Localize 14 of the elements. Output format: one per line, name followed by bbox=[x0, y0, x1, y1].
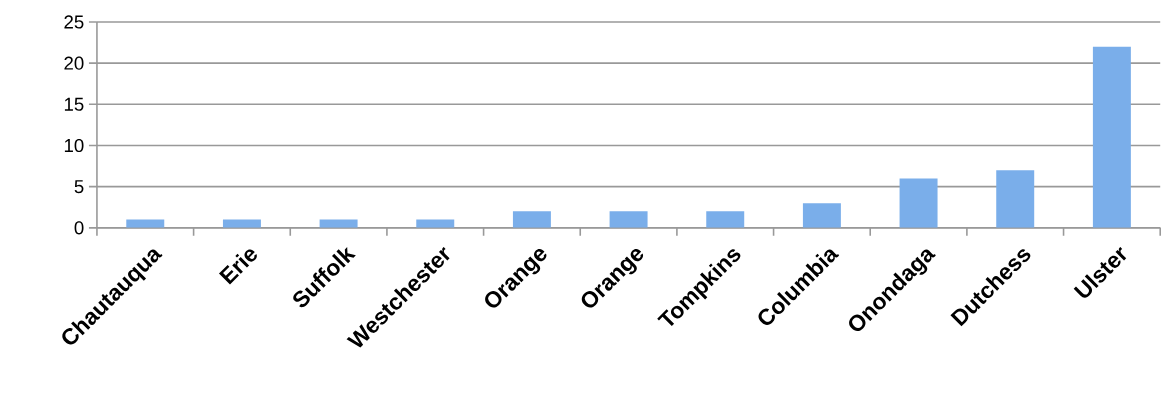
x-tick-label: Erie bbox=[218, 249, 257, 285]
y-tick-label: 10 bbox=[64, 139, 84, 153]
bar bbox=[512, 211, 551, 228]
y-tick-label: 25 bbox=[64, 15, 84, 29]
y-tick-label: 0 bbox=[74, 221, 84, 235]
bar bbox=[802, 203, 841, 228]
bar bbox=[899, 178, 938, 228]
bar bbox=[706, 211, 745, 228]
y-tick-label: 20 bbox=[64, 56, 84, 70]
bar bbox=[1092, 46, 1131, 228]
y-tick-label: 15 bbox=[64, 97, 84, 111]
bar bbox=[609, 211, 648, 228]
y-tick-label: 5 bbox=[74, 180, 84, 194]
bar bbox=[996, 170, 1035, 228]
